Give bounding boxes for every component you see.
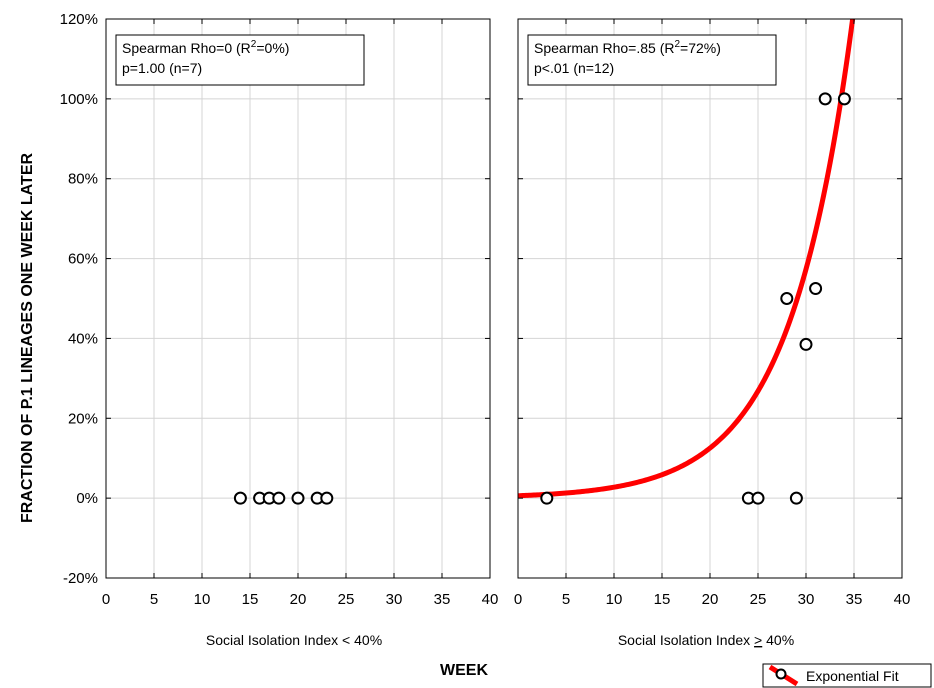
panel-left-xtick-label: 15 — [242, 591, 259, 608]
legend: Exponential Fit — [762, 663, 932, 688]
panel-right-stats-line1: Spearman Rho=.85 (R2=72%) — [534, 39, 721, 56]
ytick-label: 80% — [68, 171, 98, 188]
panel-left-xtick-label: 5 — [150, 591, 158, 608]
panel-right-xtick-label: 15 — [654, 591, 671, 608]
panel-right-xtick-label: 25 — [750, 591, 767, 608]
panel-right-subtitle-symbol: > — [754, 632, 762, 648]
panel-left-stats-annotation: Spearman Rho=0 (R2=0%) p=1.00 (n=7) — [115, 34, 365, 86]
panel-left-xtick-label: 25 — [338, 591, 355, 608]
panel-right-stats-annotation: Spearman Rho=.85 (R2=72%) p<.01 (n=12) — [527, 34, 777, 86]
panel-right-data-point — [818, 92, 832, 106]
panel-right-stats-box — [527, 34, 777, 86]
panel-left-subtitle: Social Isolation Index < 40% — [206, 632, 382, 648]
panel-left-stats-line1-post: =0%) — [256, 40, 289, 56]
ytick-label: 60% — [68, 251, 98, 268]
panel-left-stats-line2: p=1.00 (n=7) — [122, 60, 202, 76]
ytick-label: 100% — [60, 91, 98, 108]
panel-left-data-point — [233, 491, 247, 505]
panel-left-xtick-label: 10 — [194, 591, 211, 608]
panel-left-xtick-label: 20 — [290, 591, 307, 608]
ytick-label: 120% — [60, 11, 98, 28]
panel-left-stats-line1-pre: Spearman Rho=0 (R — [122, 40, 251, 56]
panel-left-xtick-label: 40 — [482, 591, 499, 608]
panel-right: 0 5 10 15 20 25 30 35 40 Spearman Rho=.85 (R2=72%… — [514, 18, 911, 608]
panel-right-data-point — [780, 292, 794, 305]
panel-right-subtitle: Social Isolation Index > 40% — [618, 632, 794, 648]
panel-right-data-point — [799, 337, 813, 351]
panel-left-stats-superscript: 2 — [251, 39, 257, 50]
panel-right-xtick-label: 40 — [894, 591, 911, 608]
panel-right-subtitle-post: 40% — [762, 632, 794, 648]
panel-right-stats-line2: p<.01 (n=12) — [534, 60, 614, 76]
y-axis-label: FRACTION OF P.1 LINEAGES ONE WEEK LATER — [19, 153, 36, 524]
panel-right-xtick-label: 35 — [846, 591, 863, 608]
panel-right-data-point — [809, 282, 823, 296]
panel-left-data-point — [320, 491, 334, 505]
panel-right-xtick-label: 0 — [514, 591, 522, 608]
panel-right-xtick-label: 5 — [562, 591, 570, 608]
legend-point-swatch — [775, 668, 787, 680]
panel-right-data-point — [751, 491, 765, 505]
panel-right-data-point — [789, 491, 803, 505]
panel-right-stats-line1-post: =72%) — [680, 40, 721, 56]
panel-left-xtick-label: 35 — [434, 591, 451, 608]
x-axis-label: WEEK — [440, 662, 488, 679]
panel-right-xtick-label: 20 — [702, 591, 719, 608]
ytick-label: -20% — [63, 570, 98, 587]
panel-left-xtick-label: 0 — [102, 591, 110, 608]
legend-label: Exponential Fit — [806, 668, 899, 684]
panel-left-data-point — [272, 491, 286, 505]
panel-left-stats-box — [115, 34, 365, 86]
panel-left: 0 5 10 15 20 25 30 35 40 -20% 0% 20% 40% 60% 80% 100% 12… — [60, 11, 499, 608]
panel-right-data-point — [540, 491, 554, 505]
legend-box — [762, 663, 932, 688]
panel-right-xtick-label: 10 — [606, 591, 623, 608]
ytick-label: 0% — [76, 490, 98, 507]
panel-right-subtitle-pre: Social Isolation Index — [618, 632, 754, 648]
panel-right-data-point — [837, 92, 851, 106]
panel-right-stats-line1-pre: Spearman Rho=.85 (R — [534, 40, 674, 56]
panel-left-xtick-label: 30 — [386, 591, 403, 608]
panel-right-xtick-label: 30 — [798, 591, 815, 608]
panel-right-exponential-fit-line — [518, 19, 856, 499]
panel-left-data-point — [291, 491, 305, 505]
panel-left-stats-line1: Spearman Rho=0 (R2=0%) — [122, 39, 289, 56]
ytick-label: 20% — [68, 410, 98, 427]
panel-right-stats-superscript: 2 — [674, 39, 680, 50]
ytick-label: 40% — [68, 330, 98, 347]
